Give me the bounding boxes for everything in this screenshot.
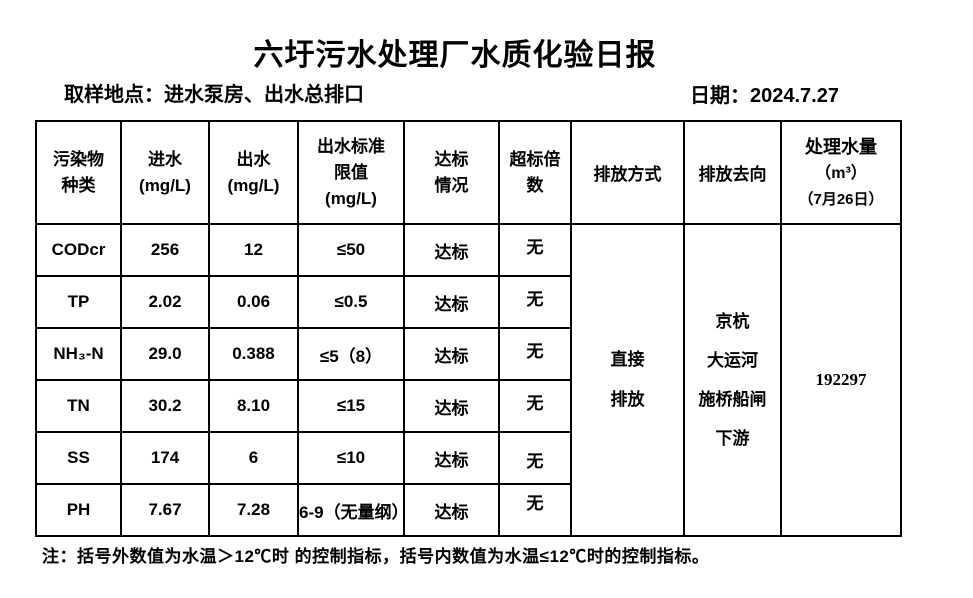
destination-line: 下游 [715,429,750,448]
exceed-value: 无 [498,379,572,433]
exceed-value: 无 [498,223,572,277]
col-header-status: 达标 情况 [403,120,500,225]
table-header-row: 污染物 种类 进水 (mg/L) 出水 (mg/L) 出水标准 限值 (mg/L… [35,120,902,225]
influent-value: 30.2 [120,379,210,433]
col-header-effluent: 出水 (mg/L) [208,120,299,225]
header-line: 超标倍 [509,149,561,169]
exceed-text: 无 [526,393,544,413]
influent-value: 2.02 [120,275,210,329]
header-line: 限值 [334,162,368,182]
discharge-method-cell: 直接 排放 [570,223,685,537]
header-line: 进水 [148,149,182,169]
header-line: 处理水量 [805,136,877,157]
status-value: 达标 [403,483,500,537]
effluent-value: 12 [208,223,299,277]
effluent-value: 6 [208,431,299,485]
header-line: （m³） [815,164,867,182]
col-header-method: 排放方式 [570,120,685,225]
limit-value: 6-9（无量纲） [297,483,405,537]
treated-volume-cell: 192297 [780,223,902,537]
method-line: 直接 [610,350,645,369]
exceed-text: 无 [526,493,544,513]
status-value: 达标 [403,327,500,381]
exceed-text: 无 [526,451,544,471]
destination-line: 大运河 [707,351,758,370]
limit-value: ≤5（8） [297,327,405,381]
limit-value: ≤50 [297,223,405,277]
influent-value: 29.0 [120,327,210,381]
exceed-text: 无 [526,341,544,361]
col-header-volume: 处理水量 （m³） （7月26日） [780,120,902,225]
effluent-value: 7.28 [208,483,299,537]
header-line: 出水 [236,149,271,169]
limit-value: ≤15 [297,379,405,433]
pollutant-name: PH [35,483,122,537]
pollutant-name: TN [35,379,122,433]
status-value: 达标 [403,431,500,485]
col-header-exceed: 超标倍 数 [498,120,572,225]
method-line: 排放 [610,390,645,409]
header-line: 污染物 [53,149,104,169]
exceed-value: 无 [498,327,572,381]
exceed-text: 无 [526,237,544,257]
col-header-destination: 排放去向 [683,120,782,225]
pollutant-name: NH₃-N [35,327,122,381]
effluent-value: 0.06 [208,275,299,329]
pollutant-name: TP [35,275,122,329]
exceed-text: 无 [526,289,544,309]
table-row-ph: PH 7.67 7.28 6-9（无量纲） 达标 无 [35,483,901,537]
status-value: 达标 [403,275,500,329]
sampling-point-label: 取样地点：进水泵房、出水总排口 [64,84,364,106]
status-value: 达标 [403,379,500,433]
influent-value: 7.67 [120,483,210,537]
header-line: (mg/L) [325,188,377,208]
header-line: 出水标准 [317,136,385,156]
header-line: 达标 [434,149,469,169]
table-row-tp: TP 2.02 0.06 ≤0.5 达标 无 [35,275,901,329]
table-row-ss: SS 174 6 ≤10 达标 无 [35,431,901,485]
exceed-value: 无 [498,275,572,329]
pollutant-name: CODcr [35,223,122,277]
footnote: 注：括号外数值为水温＞12℃时 的控制指标，括号内数值为水温≤12℃时的控制指标… [42,547,710,566]
col-header-pollutant: 污染物 种类 [35,120,122,225]
exceed-value: 无 [498,483,572,537]
influent-value: 256 [120,223,210,277]
header-line: (mg/L) [227,175,280,195]
limit-value: ≤10 [297,431,405,485]
table-row-tn: TN 30.2 8.10 ≤15 达标 无 [35,379,901,433]
table-row-nh3n: NH₃-N 29.0 0.388 ≤5（8） 达标 无 [35,327,901,381]
header-line: 种类 [61,175,96,195]
destination-line: 施桥船闸 [698,390,767,409]
table-row-codcr: CODcr 256 12 ≤50 达标 无 直接 排放 京杭 大运河 施桥船闸 … [35,223,902,537]
limit-value: ≤0.5 [297,275,405,329]
col-header-limit: 出水标准 限值 (mg/L) [297,120,405,225]
discharge-destination-cell: 京杭 大运河 施桥船闸 下游 [683,223,782,537]
header-line: (mg/L) [139,175,191,195]
water-quality-table: 污染物 种类 进水 (mg/L) 出水 (mg/L) 出水标准 限值 (mg/L… [35,120,902,537]
col-header-influent: 进水 (mg/L) [120,120,210,225]
header-line: （7月26日） [798,190,884,208]
pollutant-name: SS [35,431,122,485]
header-line: 数 [526,175,544,195]
effluent-value: 0.388 [208,327,299,381]
destination-line: 京杭 [715,312,750,331]
exceed-value: 无 [498,431,572,485]
report-date: 日期：2024.7.27 [690,85,839,107]
influent-value: 174 [120,431,210,485]
header-line: 情况 [434,175,469,195]
status-value: 达标 [403,223,500,277]
page-title: 六圩污水处理厂水质化验日报 [253,39,657,72]
effluent-value: 8.10 [208,379,299,433]
